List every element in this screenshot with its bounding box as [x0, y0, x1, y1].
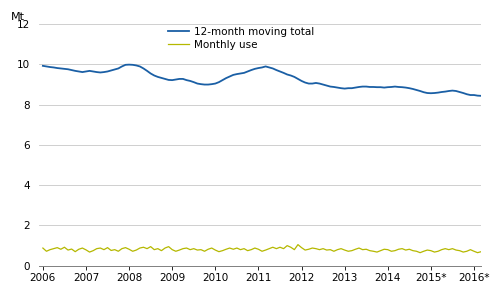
Line: 12-month moving total: 12-month moving total [43, 65, 491, 96]
Monthly use [295, 243, 301, 246]
Monthly use [40, 246, 46, 250]
Monthly use [428, 249, 434, 252]
12-month moving total [97, 71, 103, 74]
12-month moving total [421, 90, 427, 94]
Monthly use [424, 248, 430, 252]
12-month moving total [126, 63, 132, 66]
Monthly use [97, 246, 103, 250]
12-month moving total [187, 79, 193, 83]
Monthly use [184, 246, 190, 250]
Monthly use [417, 251, 423, 255]
12-month moving total [202, 83, 208, 86]
Legend: 12-month moving total, Monthly use: 12-month moving total, Monthly use [168, 27, 315, 50]
12-month moving total [424, 91, 430, 95]
12-month moving total [40, 64, 46, 68]
Monthly use [80, 246, 85, 250]
Line: Monthly use: Monthly use [43, 245, 491, 253]
Text: Mt: Mt [11, 12, 25, 22]
Monthly use [198, 248, 204, 252]
12-month moving total [80, 70, 85, 74]
12-month moving total [489, 95, 491, 98]
